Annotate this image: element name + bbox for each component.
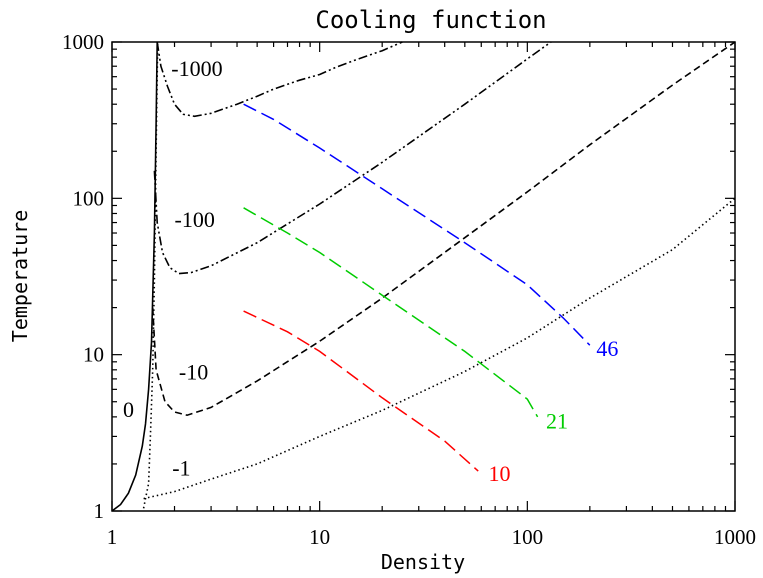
contour-line [143, 197, 736, 500]
contour-curves [111, 41, 736, 512]
contour-labels: 0 -1 -10 -100 -1000 46 21 10 [123, 56, 618, 486]
contour-label: -100 [175, 207, 215, 232]
contour-line [243, 103, 591, 346]
axis-ticks [111, 41, 736, 512]
y-axis-label: Temperature [8, 210, 32, 342]
contour-line [156, 41, 403, 118]
y-tick-label: 1000 [62, 30, 104, 54]
x-axis-label: Density [381, 550, 465, 574]
x-tick-label: 10 [309, 525, 330, 549]
chart-title: Cooling function [315, 6, 546, 34]
contour-line [243, 207, 539, 418]
y-tick-label: 100 [73, 186, 105, 210]
y-tick-label: 1 [94, 499, 105, 523]
x-tick-label: 1 [107, 525, 118, 549]
contour-line [111, 41, 158, 512]
contour-label: 21 [546, 408, 568, 433]
plot-frame [111, 41, 736, 512]
contour-line [151, 41, 736, 417]
contour-label: 46 [596, 336, 618, 361]
x-tick-label: 100 [512, 525, 544, 549]
y-tick-label: 10 [83, 343, 104, 367]
x-tick-label: 1000 [714, 525, 756, 549]
contour-label: 0 [123, 397, 134, 422]
contour-label: 10 [488, 461, 510, 486]
contour-line [153, 41, 552, 275]
contour-line [243, 310, 479, 472]
contour-label: -1000 [171, 56, 222, 81]
contour-label: -1 [172, 455, 190, 480]
contour-label: -10 [179, 360, 208, 385]
